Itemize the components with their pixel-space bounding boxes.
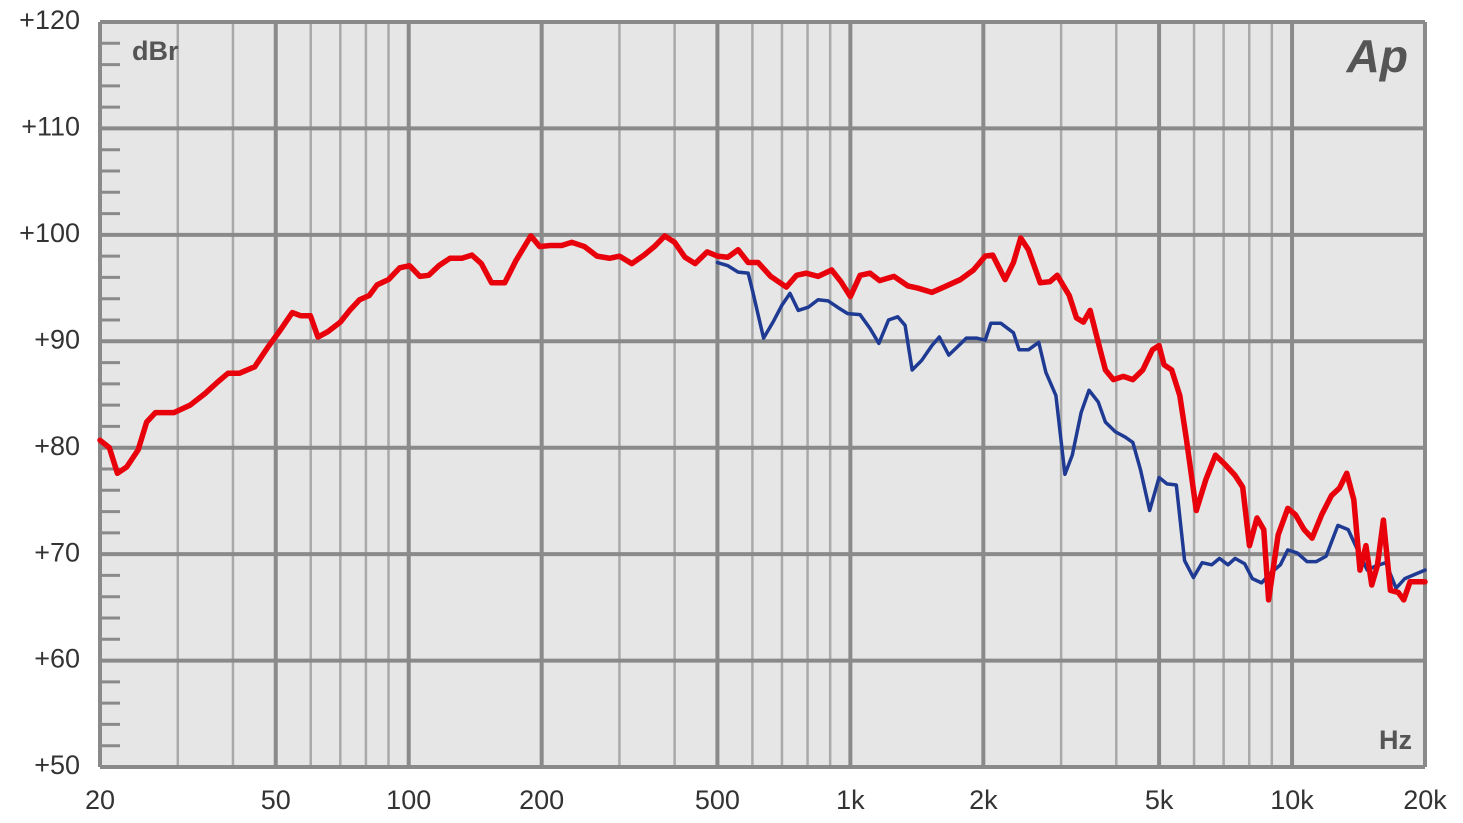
x-tick-label: 50 — [261, 785, 291, 815]
y-tick-label: +60 — [34, 644, 80, 674]
logo: Ap — [1346, 30, 1408, 82]
x-tick-label: 200 — [519, 785, 564, 815]
x-tick-label: 2k — [969, 785, 998, 815]
y-tick-label: +50 — [34, 750, 80, 780]
x-tick-label: 20 — [85, 785, 115, 815]
x-tick-label: 1k — [836, 785, 865, 815]
y-tick-label: +120 — [19, 5, 80, 35]
y-tick-label: +70 — [34, 537, 80, 567]
x-tick-label: 5k — [1145, 785, 1174, 815]
x-tick-label: 10k — [1270, 785, 1314, 815]
x-tick-label: 20k — [1403, 785, 1447, 815]
y-tick-label: +90 — [34, 324, 80, 354]
x-unit-label: Hz — [1379, 725, 1412, 755]
series-line — [97, 233, 1428, 603]
x-tick-label: 100 — [386, 785, 431, 815]
y-tick-label: +100 — [19, 218, 80, 248]
y-unit-label: dBr — [132, 36, 179, 66]
plot-area — [100, 22, 1425, 767]
y-tick-label: +80 — [34, 431, 80, 461]
x-tick-label: 500 — [695, 785, 740, 815]
y-tick-label: +110 — [21, 112, 80, 142]
series-line — [715, 260, 1427, 590]
